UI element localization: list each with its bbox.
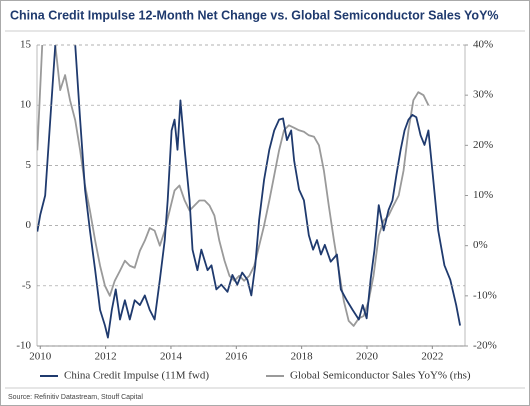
y-tick-label: -10	[16, 340, 31, 352]
x-tick-label: 2012	[95, 351, 117, 363]
y2-tick-label: 40%	[473, 39, 493, 51]
source-note: Source: Refinitiv Datastream, Stouff Cap…	[8, 394, 143, 401]
y-tick-label: -5	[22, 279, 32, 291]
x-tick-label: 2016	[225, 351, 248, 363]
y-tick-label: 5	[26, 159, 32, 171]
chart-title: China Credit Impulse 12-Month Net Change…	[10, 8, 499, 22]
y-tick-label: 0	[26, 219, 32, 231]
y2-tick-label: 0%	[473, 239, 488, 251]
y2-tick-label: -20%	[473, 340, 497, 352]
legend-label: China Credit Impulse (11M fwd)	[64, 370, 209, 382]
legend-label: Global Semiconductor Sales YoY% (rhs)	[290, 370, 471, 382]
y-tick-label: 15	[20, 39, 32, 51]
plot-area	[37, 45, 461, 339]
y2-tick-label: -10%	[473, 289, 497, 301]
y2-tick-label: 20%	[473, 139, 493, 151]
x-tick-label: 2018	[291, 351, 314, 363]
y2-tick-label: 10%	[473, 189, 493, 201]
x-tick-label: 2022	[421, 351, 443, 363]
x-tick-label: 2014	[160, 351, 183, 363]
x-tick-label: 2010	[29, 351, 52, 363]
x-tick-label: 2020	[356, 351, 379, 363]
y-tick-label: 10	[20, 99, 32, 111]
y2-tick-label: 30%	[473, 89, 493, 101]
series-line	[37, 45, 461, 339]
